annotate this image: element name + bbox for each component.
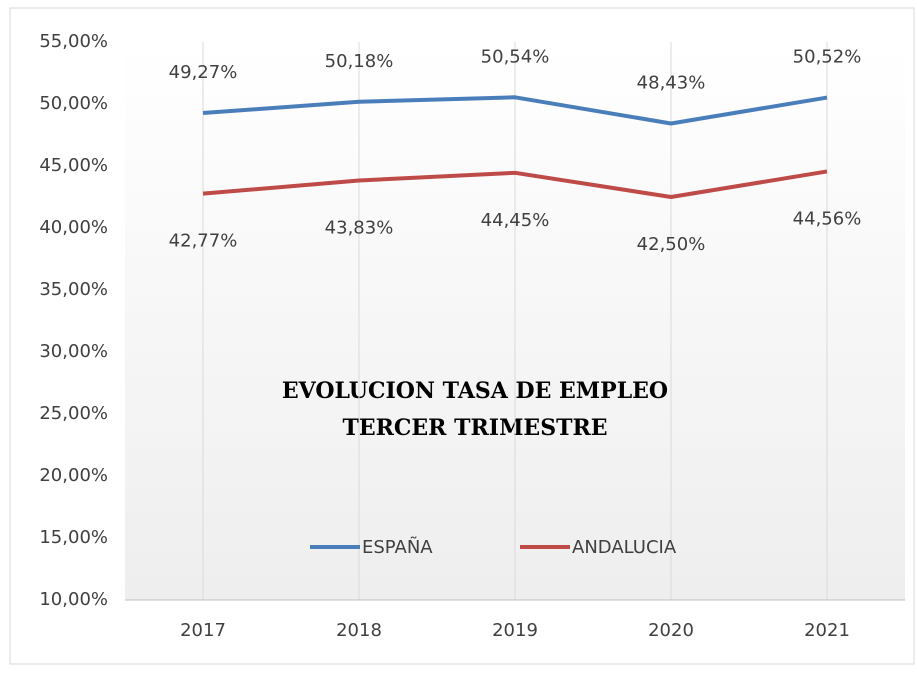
- chart-title: EVOLUCION TASA DE EMPLEO: [282, 378, 668, 404]
- chart-title: TERCER TRIMESTRE: [342, 415, 607, 441]
- y-tick-label: 10,00%: [39, 589, 108, 610]
- y-tick-label: 45,00%: [39, 155, 108, 176]
- line: [202, 169, 828, 199]
- data-label: 48,43%: [637, 72, 706, 93]
- y-tick-label: 25,00%: [39, 403, 108, 424]
- x-tick-label: 2021: [804, 620, 850, 641]
- data-label: 44,45%: [481, 210, 550, 231]
- data-label: 50,54%: [481, 46, 550, 67]
- legend-label: ANDALUCIA: [572, 537, 677, 558]
- line: [202, 95, 828, 126]
- x-tick-label: 2018: [336, 620, 382, 641]
- data-label: 49,27%: [169, 62, 238, 83]
- x-tick-label: 2019: [492, 620, 538, 641]
- x-tick-label: 2017: [180, 620, 226, 641]
- data-label: 44,56%: [793, 208, 862, 229]
- legend-label: ESPAÑA: [362, 536, 433, 558]
- data-label: 42,77%: [169, 231, 238, 252]
- x-tick-label: 2020: [648, 620, 694, 641]
- y-tick-label: 20,00%: [39, 465, 108, 486]
- y-tick-label: 50,00%: [39, 93, 108, 114]
- y-tick-label: 15,00%: [39, 527, 108, 548]
- y-tick-label: 30,00%: [39, 341, 108, 362]
- data-label: 42,50%: [637, 234, 706, 255]
- data-label: 50,18%: [325, 51, 394, 72]
- y-tick-label: 35,00%: [39, 279, 108, 300]
- y-tick-label: 55,00%: [39, 31, 108, 52]
- data-label: 50,52%: [793, 47, 862, 68]
- y-tick-label: 40,00%: [39, 217, 108, 238]
- data-label: 43,83%: [325, 218, 394, 239]
